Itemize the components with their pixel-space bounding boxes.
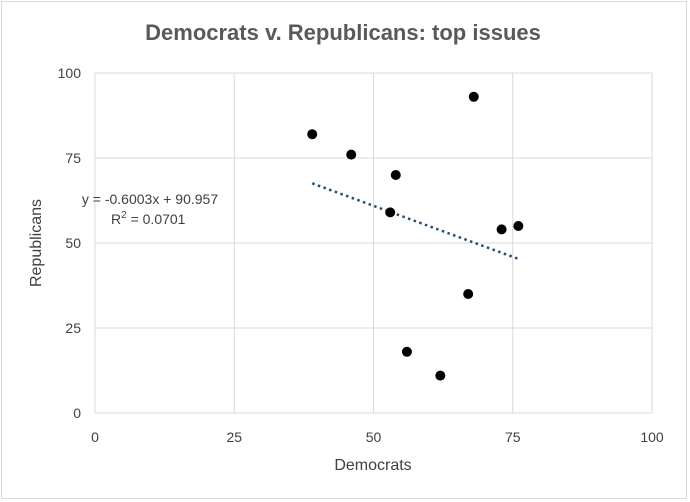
r2-value: = 0.0701 bbox=[127, 211, 186, 227]
grid-lines bbox=[94, 72, 653, 414]
data-point bbox=[385, 207, 396, 218]
x-tick-label: 50 bbox=[366, 429, 382, 445]
data-point bbox=[513, 221, 524, 231]
y-tick-labels: 0 25 50 75 100 bbox=[58, 65, 82, 421]
y-tick-label: 75 bbox=[65, 150, 81, 166]
y-tick-label: 100 bbox=[58, 65, 82, 81]
data-point bbox=[390, 170, 401, 180]
chart-title: Democrats v. Republicans: top issues bbox=[145, 20, 541, 45]
y-tick-label: 25 bbox=[65, 320, 81, 336]
y-axis-label: Republicans bbox=[28, 199, 45, 287]
r2-superscript: 2 bbox=[121, 210, 127, 221]
data-point bbox=[435, 370, 446, 381]
data-point bbox=[307, 129, 318, 140]
y-tick-label: 0 bbox=[73, 405, 81, 421]
data-point bbox=[346, 149, 357, 160]
x-tick-labels: 0 25 50 75 100 bbox=[91, 429, 664, 445]
trendline bbox=[311, 182, 519, 261]
x-tick-label: 25 bbox=[226, 429, 242, 445]
r2-prefix: R bbox=[111, 211, 121, 227]
data-point bbox=[496, 224, 507, 235]
data-point bbox=[463, 289, 474, 299]
data-point bbox=[468, 91, 479, 102]
data-points bbox=[307, 91, 524, 381]
x-tick-label: 0 bbox=[91, 429, 99, 445]
data-point bbox=[401, 346, 412, 357]
y-tick-label: 50 bbox=[65, 235, 81, 251]
x-axis-label: Democrats bbox=[334, 457, 411, 474]
trendline-r-squared: R2 = 0.0701 bbox=[111, 210, 186, 227]
x-tick-label: 75 bbox=[505, 429, 521, 445]
trendline-equation: y = -0.6003x + 90.957 bbox=[82, 191, 218, 207]
x-tick-label: 100 bbox=[640, 429, 664, 445]
